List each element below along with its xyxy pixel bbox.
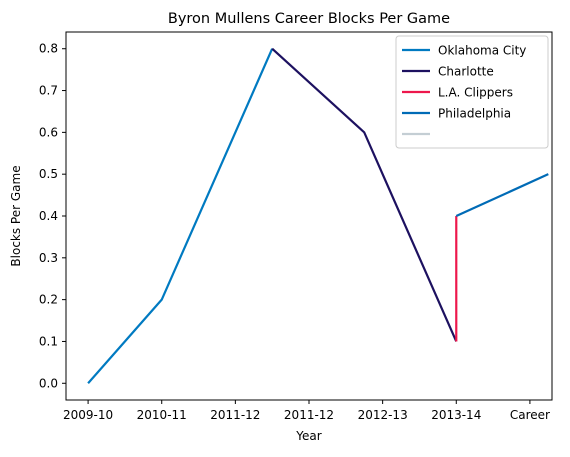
x-tick-label: 2009-10 xyxy=(63,408,113,422)
x-tick-label: 2011-12 xyxy=(210,408,260,422)
y-tick-label: 0.3 xyxy=(39,251,58,265)
y-tick-label: 0.1 xyxy=(39,334,58,348)
x-tick-label: 2011-12 xyxy=(284,408,334,422)
x-tick-label: 2012-13 xyxy=(358,408,408,422)
legend: Oklahoma City Charlotte L.A. Clippers Phila… xyxy=(395,35,549,149)
y-tick-label: 0.7 xyxy=(39,84,58,98)
chart-title: Byron Mullens Career Blocks Per Game xyxy=(168,11,450,27)
y-tick-label: 0.2 xyxy=(39,293,58,307)
x-tick-label: Career xyxy=(510,408,550,422)
y-tick-label: 0.4 xyxy=(39,209,58,223)
x-tick-label: 2010-11 xyxy=(137,408,187,422)
legend-label: Oklahoma City xyxy=(438,44,526,58)
series-line xyxy=(87,48,274,384)
legend-label: Charlotte xyxy=(438,65,494,79)
y-tick-label: 0.6 xyxy=(39,125,58,139)
y-tick-label: 0.0 xyxy=(39,376,58,390)
series-layer xyxy=(87,47,549,384)
x-tick-label: 2013-14 xyxy=(431,408,481,422)
y-tick-label: 0.5 xyxy=(39,167,58,181)
y-tick-label: 0.8 xyxy=(39,42,58,56)
legend-box xyxy=(395,35,549,149)
legend-label: Philadelphia xyxy=(438,107,511,121)
legend-label: L.A. Clippers xyxy=(438,86,513,100)
y-axis: 0.0 0.1 0.2 0.3 0.4 0.5 0.6 0.7 0.8 xyxy=(39,42,66,390)
x-axis-label: Year xyxy=(295,429,321,443)
series-line xyxy=(455,173,549,218)
y-axis-label: Blocks Per Game xyxy=(9,165,23,266)
x-axis: 2009-10 2010-11 2011-12 2011-12 2012-13 2013-… xyxy=(63,400,550,422)
series-line xyxy=(271,47,458,342)
